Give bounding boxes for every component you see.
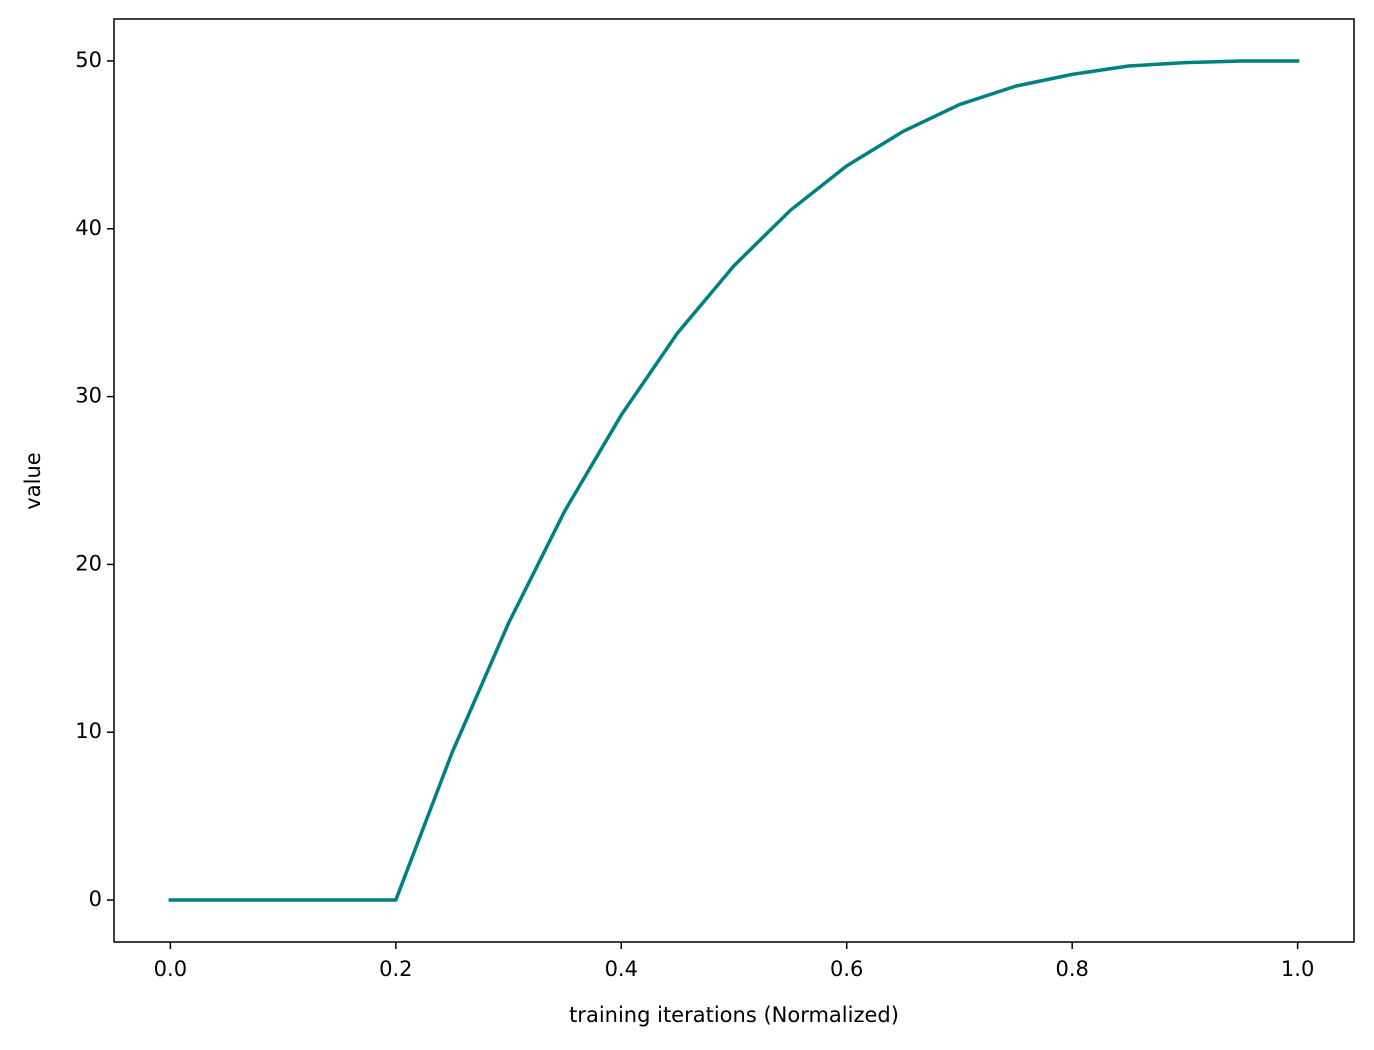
x-tick-label: 0.8: [1055, 957, 1088, 981]
y-axis-label: value: [21, 452, 45, 509]
y-tick-label: 50: [75, 48, 102, 72]
y-tick-label: 40: [75, 216, 102, 240]
x-tick-label: 1.0: [1281, 957, 1314, 981]
x-tick-label: 0.0: [154, 957, 187, 981]
y-tick-label: 30: [75, 384, 102, 408]
x-axis-label: training iterations (Normalized): [569, 1003, 899, 1027]
y-tick-label: 20: [75, 551, 102, 575]
x-tick-label: 0.2: [379, 957, 412, 981]
x-tick-label: 0.4: [605, 957, 638, 981]
x-tick-label: 0.6: [830, 957, 863, 981]
y-tick-label: 0: [89, 887, 102, 911]
plot-frame: [113, 18, 1355, 943]
line: [168, 59, 1300, 902]
y-tick-label: 10: [75, 719, 102, 743]
